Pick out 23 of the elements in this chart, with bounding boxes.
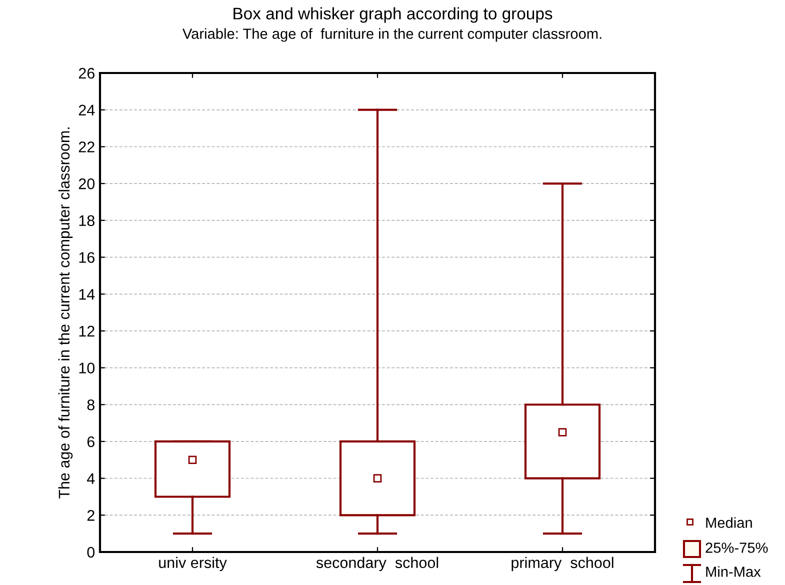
y-tick-label: 8 — [87, 399, 94, 410]
text: Median — [706, 517, 752, 528]
y-tick-label: 10 — [79, 362, 95, 374]
chart-title: Box and whisker graph according to groups — [234, 7, 552, 23]
y-tick-label: 18 — [79, 215, 94, 226]
text: 25%-75% — [706, 542, 768, 553]
y-tick-label: 2 — [87, 510, 94, 521]
chart-subtitle: Variable: The age of furniture in the current computer classroom. — [182, 28, 602, 42]
y-axis-title: The age of furniture in the current computer classroom. — [58, 127, 73, 499]
y-tick-label: 12 — [79, 326, 94, 336]
x-tick-label: primary school — [512, 556, 614, 572]
x-tick-label: secondary school — [316, 556, 438, 572]
y-tick-label: 4 — [86, 473, 95, 484]
y-tick-label: 20 — [78, 178, 95, 190]
text: Min-Max — [706, 566, 761, 577]
y-tick-label: 24 — [78, 104, 95, 116]
y-tick-label: 22 — [78, 142, 94, 152]
y-tick-label: 26 — [78, 68, 94, 79]
y-tick-label: 16 — [79, 252, 94, 263]
y-tick-label: 14 — [79, 289, 95, 300]
x-tick-label: univ ersity — [159, 556, 227, 572]
y-tick-label: 0 — [87, 546, 95, 558]
y-tick-label: 6 — [87, 436, 94, 448]
